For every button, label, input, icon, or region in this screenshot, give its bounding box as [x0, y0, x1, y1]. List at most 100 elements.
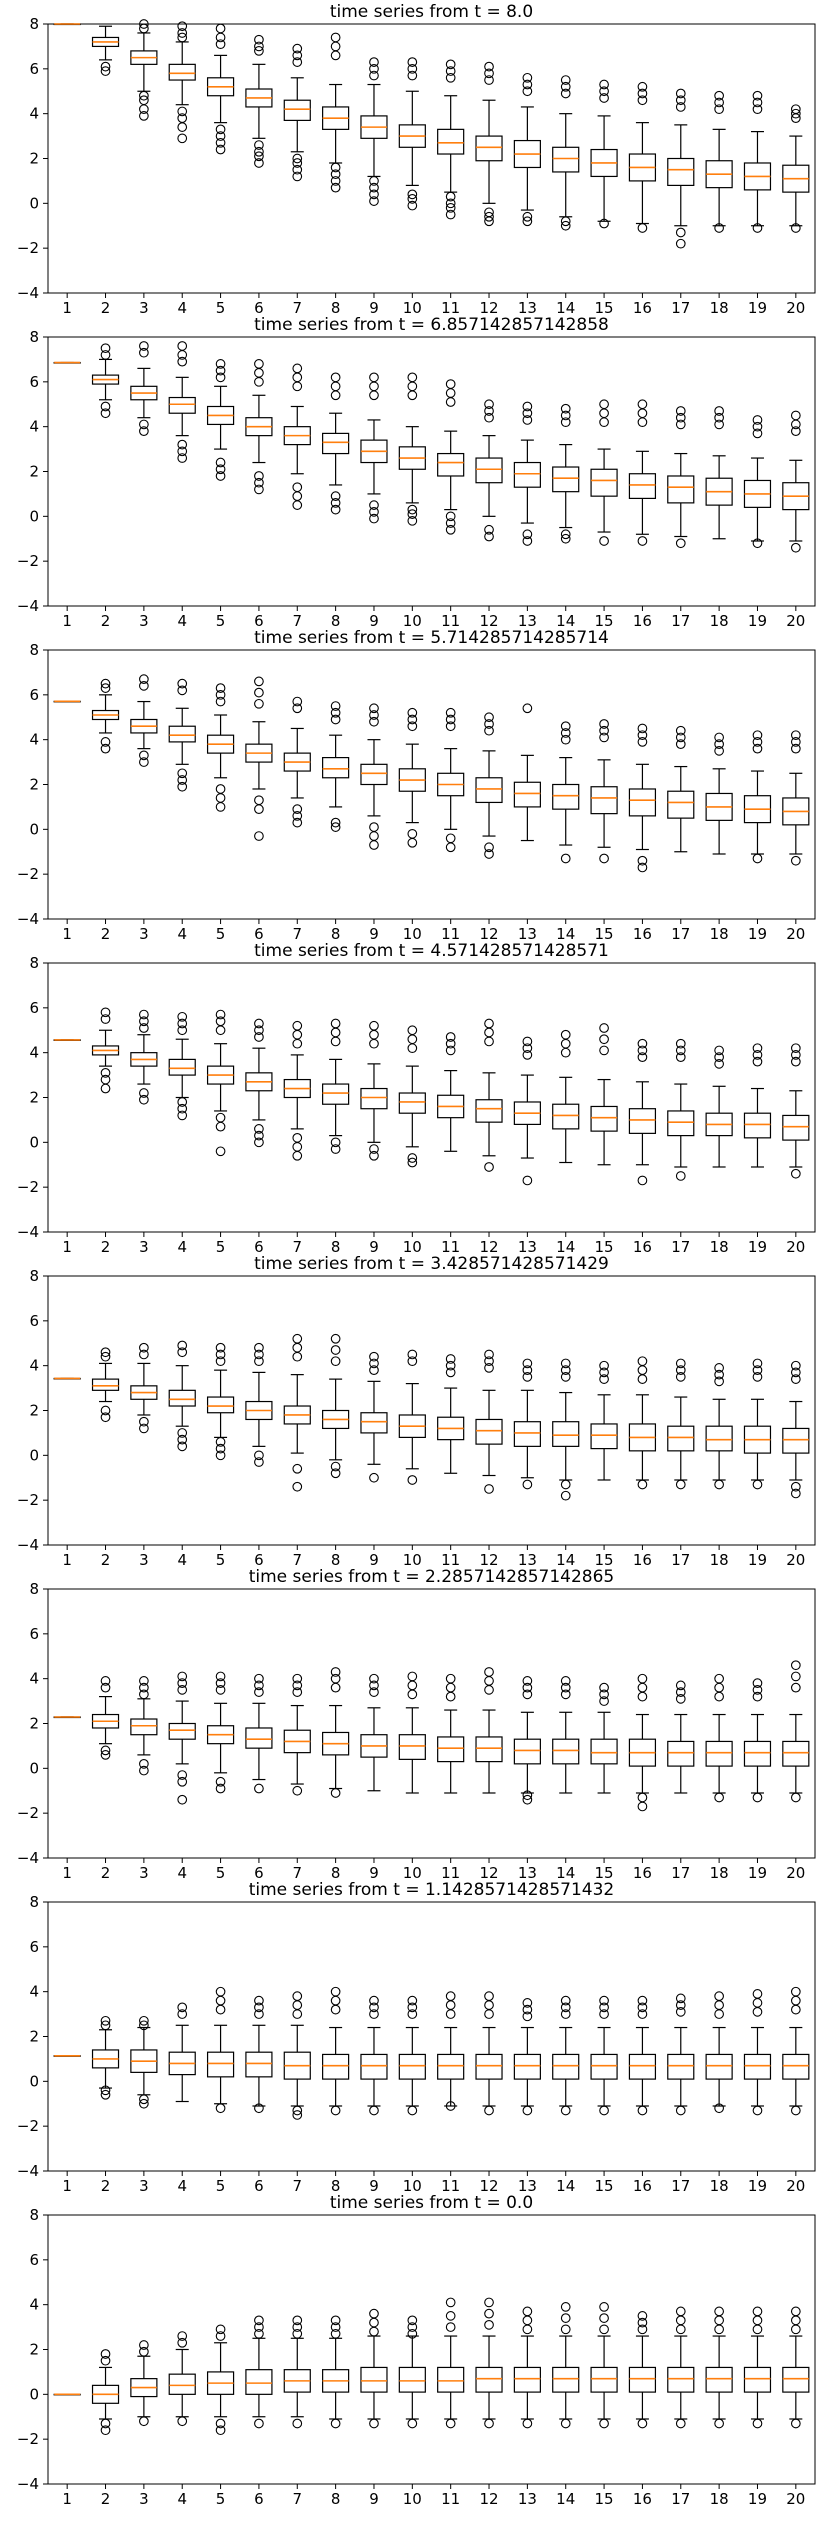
outlier-point — [254, 2002, 264, 2013]
outlier-point — [254, 1349, 264, 1360]
outlier-point — [369, 1995, 379, 2006]
outlier-point — [560, 728, 571, 738]
outlier-point — [752, 104, 763, 115]
outlier-point — [139, 2015, 149, 2026]
outlier-point — [254, 1673, 264, 1684]
y-tick-label: 2 — [29, 1089, 39, 1107]
outlier-point — [790, 410, 801, 421]
outlier-point — [790, 1050, 801, 1060]
x-tick-label: 19 — [748, 2177, 767, 2191]
outlier-point — [139, 1682, 149, 1693]
outlier-point — [177, 1434, 188, 1445]
x-tick-label: 4 — [177, 925, 187, 939]
box-body — [628, 2053, 657, 2080]
outlier-point — [177, 341, 188, 351]
boxplot-chart: time series from t = 1.1428571428571432 −… — [17, 1880, 816, 2191]
box-body — [437, 128, 465, 155]
outlier-point — [637, 399, 648, 410]
outlier-point — [637, 1479, 648, 1490]
outlier-point — [177, 678, 188, 689]
outlier-point — [445, 2322, 456, 2332]
x-tick-label: 11 — [441, 1238, 460, 1252]
outlier-point — [599, 1696, 609, 1706]
outlier-point — [254, 1032, 264, 1042]
outlier-point — [560, 1372, 571, 1382]
outlier-point — [599, 536, 609, 546]
y-tick-label: 8 — [29, 641, 39, 659]
y-tick-label: 4 — [29, 418, 39, 436]
outlier-point — [752, 428, 763, 439]
outlier-point — [369, 2105, 379, 2116]
box-9 — [360, 372, 388, 524]
box-7 — [283, 696, 311, 828]
box-4 — [168, 2002, 196, 2103]
outlier-point — [254, 1018, 264, 1029]
outlier-point — [407, 1680, 418, 1691]
outlier-point — [445, 707, 456, 718]
x-tick-label: 11 — [441, 2490, 460, 2504]
outlier-point — [484, 719, 494, 729]
x-tick-label: 13 — [518, 612, 537, 626]
outlier-point — [675, 2105, 686, 2116]
box-20 — [782, 1660, 810, 1803]
outlier-point — [100, 2418, 111, 2429]
outlier-point — [369, 1150, 379, 1161]
outlier-point — [675, 2418, 686, 2429]
box-body — [667, 475, 695, 504]
x-tick-label: 14 — [556, 299, 575, 313]
x-tick-label: 11 — [441, 1864, 460, 1878]
outlier-point — [330, 1461, 341, 1472]
outlier-point — [292, 153, 303, 164]
outlier-point — [560, 1682, 571, 1693]
box-2 — [91, 343, 120, 419]
x-tick-label: 2 — [101, 1551, 111, 1565]
box-9 — [360, 1020, 388, 1161]
outlier-point — [445, 524, 456, 535]
outlier-point — [369, 372, 379, 383]
outlier-point — [100, 1067, 111, 1078]
outlier-point — [177, 133, 188, 144]
box-11 — [437, 707, 465, 853]
outlier-point — [292, 1481, 303, 1492]
outlier-point — [330, 1144, 341, 1154]
outlier-point — [100, 2015, 111, 2026]
outlier-point — [752, 421, 763, 432]
box-body — [475, 2053, 503, 2080]
x-tick-label: 13 — [518, 2177, 537, 2191]
outlier-point — [560, 721, 571, 732]
outlier-point — [254, 477, 264, 488]
plot-frame — [47, 23, 816, 294]
outlier-point — [100, 408, 111, 419]
x-tick-label: 11 — [441, 612, 460, 626]
outlier-point — [330, 2105, 341, 2116]
outlier-point — [675, 1045, 686, 1056]
box-19 — [743, 2306, 772, 2429]
box-8 — [322, 1333, 350, 1479]
outlier-point — [100, 1676, 111, 1686]
box-body — [628, 2366, 657, 2393]
box-body — [552, 2053, 580, 2080]
outlier-point — [599, 1034, 609, 1045]
x-tick-label: 16 — [633, 1551, 652, 1565]
outlier-point — [714, 1376, 724, 1387]
outlier-point — [215, 2418, 226, 2429]
box-10 — [398, 1025, 426, 1168]
outlier-point — [330, 2315, 341, 2326]
outlier-point — [292, 1342, 303, 1353]
y-tick-label: 6 — [29, 1938, 39, 1956]
outlier-point — [522, 401, 533, 412]
box-14 — [552, 75, 580, 231]
x-tick-label: 10 — [403, 612, 422, 626]
outlier-point — [100, 2089, 111, 2100]
box-3 — [130, 674, 158, 767]
x-tick-label: 3 — [139, 2177, 149, 2191]
outlier-point — [330, 162, 341, 173]
x-tick-label: 5 — [216, 1238, 226, 1252]
x-tick-label: 10 — [403, 925, 422, 939]
box-3 — [130, 19, 158, 121]
outlier-point — [637, 536, 648, 546]
outlier-point — [100, 683, 111, 693]
x-tick-label: 12 — [479, 612, 498, 626]
outlier-point — [139, 95, 149, 106]
outlier-point — [522, 1682, 533, 1693]
